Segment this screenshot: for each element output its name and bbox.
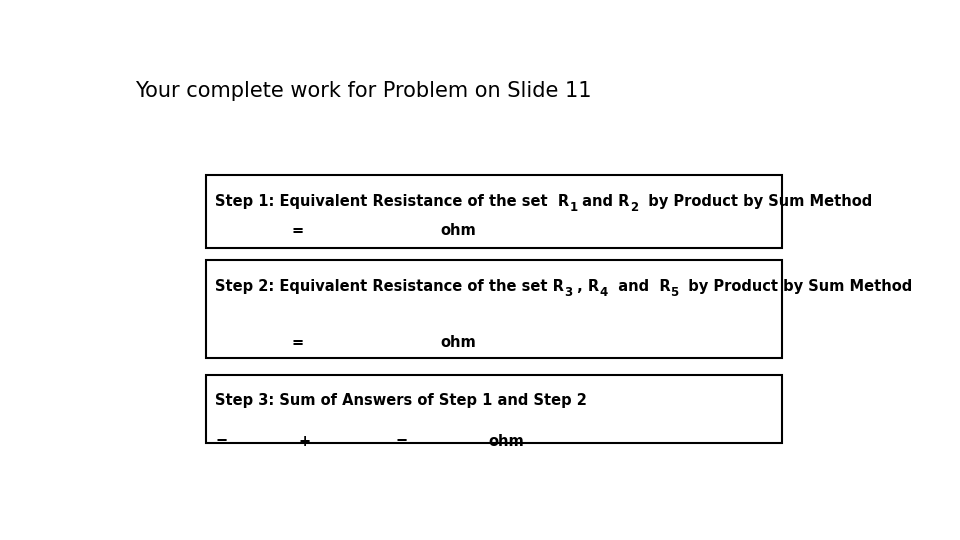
Text: by Product by Sum Method: by Product by Sum Method (638, 194, 873, 208)
Text: ohm: ohm (440, 335, 475, 350)
Text: 1: 1 (569, 201, 578, 214)
Text: Step 3: Sum of Answers of Step 1 and Step 2: Step 3: Sum of Answers of Step 1 and Ste… (215, 393, 588, 408)
Text: ohm: ohm (440, 223, 475, 238)
Text: 4: 4 (599, 286, 608, 299)
Text: =: = (291, 223, 303, 238)
Text: , R: , R (572, 279, 599, 294)
Text: 2: 2 (630, 201, 638, 214)
Text: 5: 5 (670, 286, 679, 299)
FancyBboxPatch shape (205, 175, 782, 248)
Text: Your complete work for Problem on Slide 11: Your complete work for Problem on Slide … (134, 82, 591, 102)
Text: 3: 3 (564, 286, 572, 299)
Text: and R: and R (578, 194, 630, 208)
Text: =: = (291, 335, 303, 350)
Text: Step 1: Equivalent Resistance of the set  R: Step 1: Equivalent Resistance of the set… (215, 194, 569, 208)
Text: Step 2: Equivalent Resistance of the set R: Step 2: Equivalent Resistance of the set… (215, 279, 564, 294)
Text: +: + (299, 434, 311, 449)
Text: =: = (215, 434, 228, 449)
Text: =: = (396, 434, 407, 449)
Text: and  R: and R (608, 279, 670, 294)
Text: ohm: ohm (489, 434, 524, 449)
FancyBboxPatch shape (205, 375, 782, 443)
FancyBboxPatch shape (205, 260, 782, 358)
Text: by Product by Sum Method: by Product by Sum Method (679, 279, 913, 294)
